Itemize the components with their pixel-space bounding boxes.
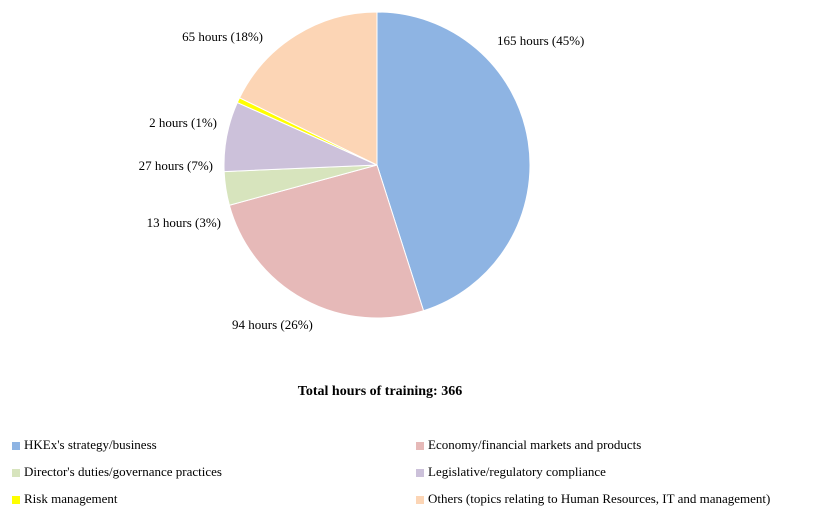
data-label: 13 hours (3%) <box>147 215 221 230</box>
chart-title: Total hours of training: 366 <box>298 384 462 399</box>
legend-label: Economy/financial markets and products <box>428 437 641 452</box>
data-label: 165 hours (45%) <box>497 33 584 48</box>
data-label: 94 hours (26%) <box>232 317 313 332</box>
legend-swatch <box>416 469 424 477</box>
data-label: 2 hours (1%) <box>149 115 217 130</box>
legend-swatch <box>12 469 20 477</box>
data-label: 65 hours (18%) <box>182 29 263 44</box>
legend-label: Others (topics relating to Human Resourc… <box>428 491 770 506</box>
legend-swatch <box>12 442 20 450</box>
data-label: 27 hours (7%) <box>139 158 213 173</box>
legend-label: Director's duties/governance practices <box>24 464 222 479</box>
legend-label: Risk management <box>24 491 118 506</box>
legend-swatch <box>12 496 20 504</box>
legend-swatch <box>416 496 424 504</box>
legend-swatch <box>416 442 424 450</box>
pie-slice <box>376 11 531 312</box>
pie-slice <box>238 11 378 166</box>
legend-label: Legislative/regulatory compliance <box>428 464 606 479</box>
pie-slice <box>228 164 425 319</box>
legend-label: HKEx's strategy/business <box>24 437 157 452</box>
